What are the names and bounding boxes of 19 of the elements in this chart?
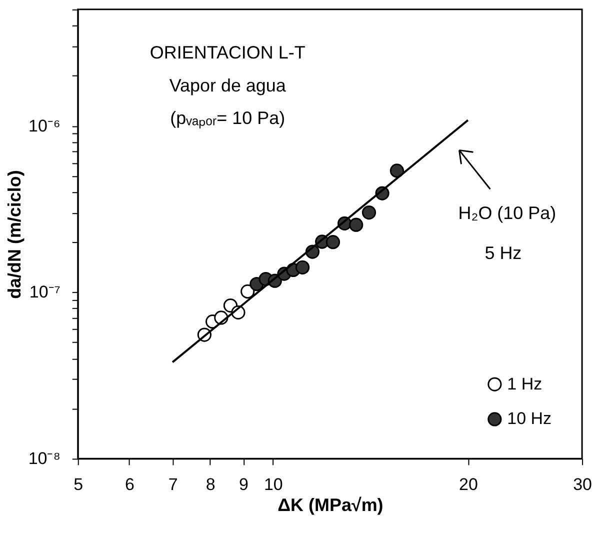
x-tick-label: 8 bbox=[206, 475, 216, 494]
x-tick-label: 9 bbox=[239, 475, 248, 494]
x-tick-label: 5 bbox=[74, 475, 84, 494]
legend-label: 1 Hz bbox=[507, 374, 542, 394]
annotation: ORIENTACION L-T bbox=[150, 42, 306, 62]
legend-label: 10 Hz bbox=[507, 409, 552, 428]
y-tick-label: 10⁻⁸ bbox=[28, 449, 60, 468]
x-tick-label: 6 bbox=[124, 475, 134, 494]
x-axis-title: ΔK (MPa√m) bbox=[278, 495, 384, 516]
x-tick-label: 20 bbox=[459, 475, 478, 494]
x-tick-label: 10 bbox=[264, 475, 283, 494]
x-tick-label: 30 bbox=[573, 475, 592, 494]
annotation: H₂O (10 Pa) 5 Hz bbox=[458, 203, 556, 263]
y-axis-title: da/dN (m/ciclo) bbox=[4, 170, 24, 299]
annotation: (pᵥₐₚₒᵣ= 10 Pa) bbox=[170, 108, 286, 130]
y-tick-label: 10⁻⁷ bbox=[29, 282, 60, 302]
x-tick-label: 7 bbox=[168, 475, 178, 494]
annotation: Vapor de agua bbox=[169, 75, 286, 96]
y-tick-label: 10⁻⁶ bbox=[28, 116, 60, 136]
